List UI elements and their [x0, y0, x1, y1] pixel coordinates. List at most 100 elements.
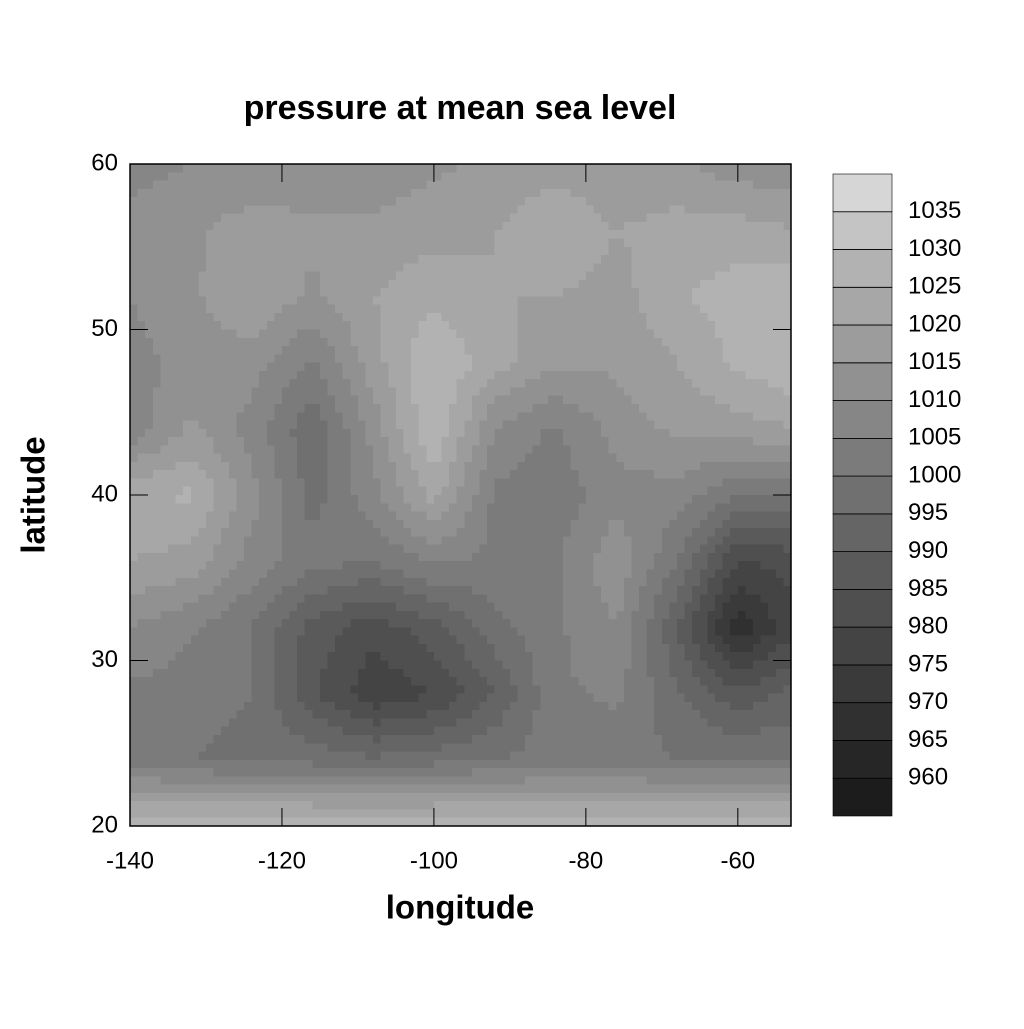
contour-cell — [661, 263, 671, 273]
contour-cell — [601, 577, 610, 587]
contour-cell — [175, 420, 184, 430]
contour-cell — [152, 685, 161, 695]
contour-cell — [289, 354, 298, 364]
contour-cell — [753, 412, 762, 422]
contour-cell — [198, 561, 207, 571]
contour-cell — [304, 354, 313, 364]
contour-cell — [775, 346, 785, 355]
contour-cell — [228, 412, 237, 422]
contour-cell — [259, 238, 268, 248]
contour-cell — [213, 395, 222, 405]
contour-cell — [745, 594, 754, 604]
contour-cell — [418, 221, 427, 231]
contour-cell — [319, 362, 329, 372]
contour-cell — [768, 602, 777, 612]
contour-cell — [593, 246, 602, 256]
contour-cell — [373, 271, 382, 281]
contour-cell — [783, 395, 791, 405]
contour-cell — [152, 619, 161, 628]
contour-cell — [471, 445, 481, 455]
contour-cell — [783, 354, 791, 364]
contour-cell — [471, 536, 481, 546]
contour-cell — [471, 321, 481, 331]
contour-cell — [737, 619, 747, 628]
contour-cell — [669, 238, 678, 248]
contour-cell — [699, 577, 709, 587]
contour-cell — [259, 470, 268, 480]
contour-cell — [228, 528, 237, 537]
contour-cell — [692, 279, 701, 289]
contour-cell — [433, 511, 443, 521]
contour-cell — [745, 379, 754, 389]
contour-cell — [388, 619, 397, 628]
contour-cell — [593, 528, 602, 537]
contour-cell — [380, 246, 389, 256]
contour-cell — [357, 586, 367, 595]
contour-cell — [137, 420, 146, 430]
contour-cell — [441, 619, 450, 628]
contour-cell — [631, 478, 640, 488]
contour-cell — [205, 577, 215, 587]
contour-cell — [570, 395, 579, 405]
contour-cell — [578, 577, 587, 587]
contour-cell — [775, 445, 785, 455]
contour-cell — [274, 503, 283, 513]
contour-cell — [373, 288, 382, 297]
contour-cell — [623, 379, 633, 389]
contour-cell — [380, 610, 389, 620]
contour-cell — [525, 296, 534, 306]
contour-cell — [228, 312, 237, 322]
contour-cell — [365, 420, 374, 430]
contour-cell — [395, 528, 405, 537]
contour-cell — [631, 255, 640, 264]
contour-cell — [593, 544, 602, 554]
contour-cell — [768, 453, 777, 463]
contour-cell — [570, 188, 579, 198]
contour-cell — [593, 486, 602, 496]
contour-cell — [760, 437, 769, 446]
contour-cell — [266, 304, 275, 314]
contour-cell — [183, 420, 192, 430]
contour-cell — [745, 470, 754, 480]
contour-cell — [236, 610, 245, 620]
contour-cell — [722, 486, 731, 496]
contour-cell — [517, 164, 526, 173]
contour-cell — [715, 164, 724, 173]
contour-cell — [578, 172, 587, 182]
contour-cell — [593, 511, 602, 521]
contour-cell — [585, 337, 595, 347]
contour-cell — [654, 379, 663, 389]
contour-cell — [357, 370, 367, 380]
contour-cell — [274, 395, 283, 405]
contour-cell — [669, 552, 678, 562]
contour-cell — [684, 304, 693, 314]
contour-cell — [639, 230, 648, 240]
contour-cell — [152, 271, 161, 281]
contour-cell — [768, 420, 777, 430]
contour-cell — [251, 304, 260, 314]
contour-cell — [494, 511, 503, 521]
contour-cell — [289, 577, 298, 587]
contour-cell — [373, 205, 382, 215]
contour-cell — [775, 354, 785, 364]
contour-cell — [517, 486, 526, 496]
contour-cell — [715, 428, 724, 438]
contour-cell — [350, 337, 359, 347]
contour-cell — [578, 528, 587, 537]
contour-cell — [601, 610, 610, 620]
contour-cell — [221, 271, 230, 281]
contour-cell — [297, 221, 306, 231]
contour-cell — [699, 312, 709, 322]
contour-cell — [175, 495, 184, 504]
contour-cell — [373, 213, 382, 223]
contour-cell — [677, 544, 686, 554]
contour-cell — [471, 577, 481, 587]
contour-cell — [699, 420, 709, 430]
contour-cell — [456, 602, 465, 612]
contour-cell — [395, 263, 405, 273]
contour-cell — [684, 205, 693, 215]
contour-cell — [259, 321, 268, 331]
contour-cell — [426, 164, 435, 173]
contour-cell — [190, 370, 199, 380]
contour-cell — [570, 470, 579, 480]
